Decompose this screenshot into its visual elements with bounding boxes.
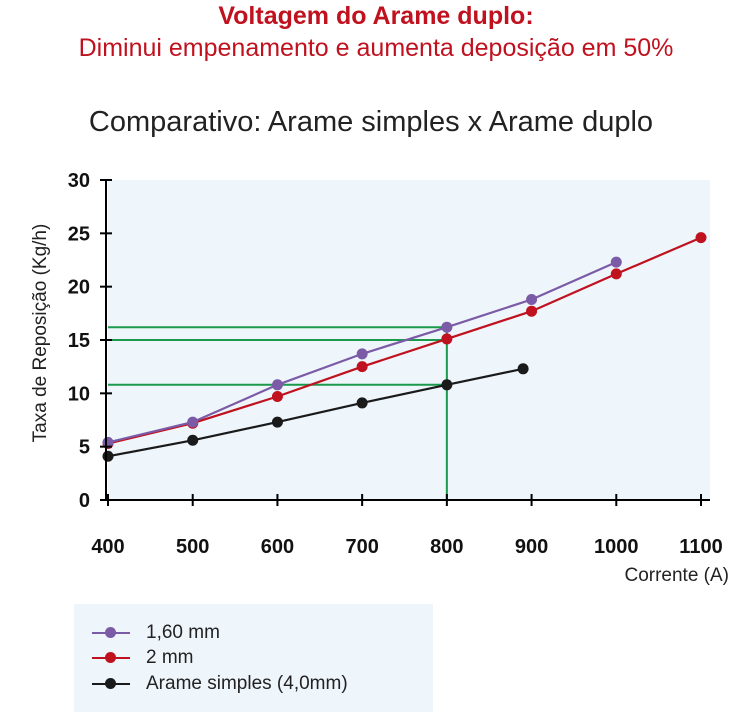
x-tick-label: 400 <box>91 536 124 558</box>
x-tick-label: 1000 <box>594 536 639 558</box>
legend-label: Arame simples (4,0mm) <box>146 673 348 694</box>
data-point <box>356 361 368 373</box>
y-tick-label: 15 <box>68 330 90 352</box>
legend-marker <box>105 678 116 689</box>
legend-swatch <box>92 678 130 689</box>
data-point <box>187 416 199 428</box>
data-point <box>441 379 453 391</box>
chart-title: Comparativo: Arame simples x Arame duplo <box>88 106 654 138</box>
data-point <box>441 321 453 333</box>
chart-headline: Voltagem do Arame duplo: <box>218 2 534 30</box>
y-tick-label: 30 <box>68 170 90 192</box>
data-point <box>610 256 622 268</box>
axis-ticks: 400 500 600 700 800 900 1000 1100 0 5 10 15 20 25 30 <box>68 170 723 558</box>
line-chart: 400 500 600 700 800 900 1000 1100 0 5 10 15 20 25 30 T… <box>30 170 729 586</box>
legend-label: 2 mm <box>146 647 194 668</box>
x-tick-label: 1100 <box>679 536 722 558</box>
legend-swatch <box>92 652 130 663</box>
y-tick-label: 5 <box>79 437 90 459</box>
legend-item-2mm: 2 mm <box>92 645 194 671</box>
x-tick-label: 900 <box>515 536 548 558</box>
data-point <box>610 268 622 280</box>
data-point <box>271 379 283 391</box>
series-group <box>102 232 707 462</box>
legend: 1,60 mm 2 mm Arame simples (4,0mm) <box>74 604 433 712</box>
y-tick-label: 20 <box>68 277 90 299</box>
y-tick-label: 10 <box>68 383 90 405</box>
legend-item-160mm: 1,60 mm <box>92 620 220 646</box>
data-point <box>695 232 707 244</box>
data-point <box>102 450 114 462</box>
data-point <box>187 434 199 446</box>
y-axis-label: Taxa de Reposição (Kg/h) <box>30 224 51 443</box>
y-tick-label: 0 <box>79 490 90 512</box>
x-tick-label: 800 <box>430 536 463 558</box>
legend-swatch <box>92 627 130 638</box>
x-tick-label: 600 <box>261 536 294 558</box>
x-axis-label: Corrente (A) <box>624 565 729 586</box>
data-point <box>356 348 368 360</box>
legend-marker <box>105 652 116 663</box>
legend-item-arame-simples: Arame simples (4,0mm) <box>92 671 348 697</box>
data-point <box>271 416 283 428</box>
series-line <box>107 367 524 458</box>
series-line <box>107 236 702 445</box>
data-point <box>356 397 368 409</box>
chart-subheadline: Diminui empenamento e aumenta deposição … <box>78 34 674 62</box>
data-point <box>441 333 453 345</box>
x-tick-label: 700 <box>345 536 378 558</box>
data-point <box>517 363 529 375</box>
legend-marker <box>105 627 116 638</box>
data-point <box>526 305 538 317</box>
y-tick-label: 25 <box>68 223 90 245</box>
legend-label: 1,60 mm <box>146 622 220 643</box>
x-tick-label: 500 <box>176 536 209 558</box>
data-point <box>526 293 538 305</box>
data-point <box>271 391 283 403</box>
